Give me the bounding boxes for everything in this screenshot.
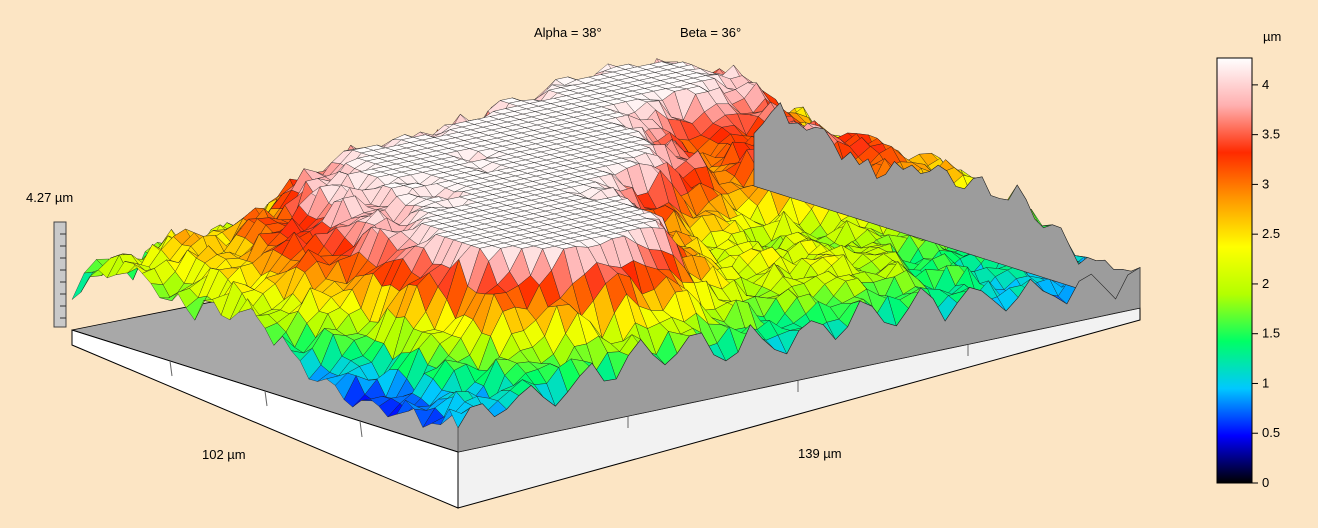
z-scale-label: 4.27 µm bbox=[26, 190, 73, 205]
z-scale-bar bbox=[53, 221, 67, 328]
surface-mesh bbox=[71, 58, 1141, 453]
colorbar-tick-label: 4 bbox=[1262, 77, 1269, 92]
colorbar-ticks: 0 0.5 1 1.5 2 2.5 3 3.5 4 bbox=[1252, 77, 1280, 490]
surface-side-wall-front bbox=[457, 266, 1141, 453]
colorbar-tick-label: 0 bbox=[1262, 475, 1269, 490]
colorbar-tick-label: 1 bbox=[1262, 375, 1269, 390]
colorbar-gradient bbox=[1216, 57, 1253, 484]
colorbar: µm 0 0.5 1 1.5 2 2.5 3 3.5 4 bbox=[1216, 29, 1281, 490]
colorbar-tick-label: 1.5 bbox=[1262, 326, 1280, 341]
x-extent-label: 139 µm bbox=[798, 446, 842, 461]
surface-side-wall-right bbox=[753, 102, 1141, 309]
colorbar-unit-label: µm bbox=[1263, 29, 1281, 44]
beta-angle-label: Beta = 36° bbox=[680, 25, 741, 40]
colorbar-tick-label: 2.5 bbox=[1262, 226, 1280, 241]
base-tick-marks bbox=[169, 344, 969, 438]
surface-cell bbox=[71, 271, 94, 300]
colorbar-tick-label: 3.5 bbox=[1262, 127, 1280, 142]
y-extent-label: 102 µm bbox=[202, 447, 246, 462]
alpha-angle-label: Alpha = 38° bbox=[534, 25, 602, 40]
z-scale-rod bbox=[53, 221, 67, 328]
z-scale-ticks bbox=[60, 233, 66, 319]
colorbar-tick-label: 0.5 bbox=[1262, 425, 1280, 440]
colorbar-tick-label: 2 bbox=[1262, 276, 1269, 291]
colorbar-tick-label: 3 bbox=[1262, 176, 1269, 191]
